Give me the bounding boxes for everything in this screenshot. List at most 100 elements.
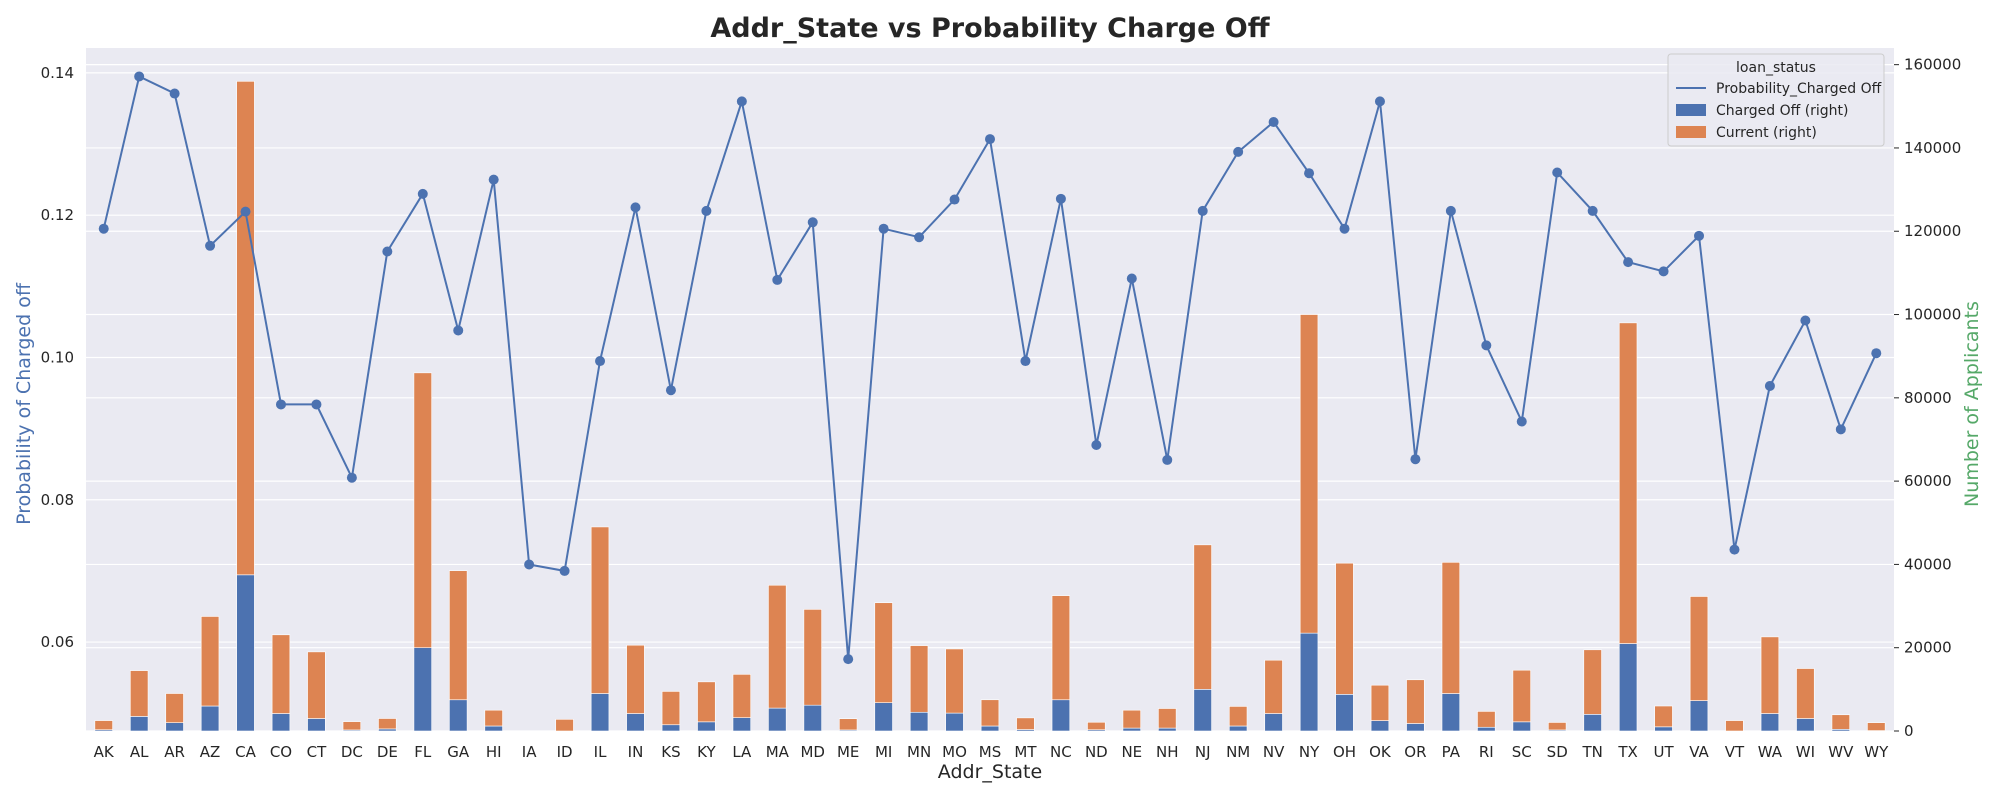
point-NE — [1126, 273, 1137, 284]
bar-current-AZ — [200, 616, 220, 707]
point-NC — [1055, 193, 1066, 204]
point-WY — [1871, 348, 1882, 359]
bar-charged-off-NE — [1122, 727, 1141, 732]
bar-charged-off-MD — [803, 704, 822, 732]
bar-charged-off-IL — [590, 693, 610, 732]
bar-current-HI — [484, 709, 503, 727]
x-tick-label: SD — [1547, 743, 1568, 761]
bar-current-NY — [1299, 314, 1319, 634]
chart-title: Addr_State vs Probability Charge Off — [710, 13, 1270, 44]
bar-charged-off-MN — [909, 711, 929, 732]
x-tick-label: PA — [1442, 743, 1461, 761]
x-axis-label: Addr_State — [938, 761, 1042, 783]
bar-current-SD — [1548, 722, 1567, 731]
y-tick-label: 0.08 — [41, 491, 74, 509]
bar-charged-off-AR — [165, 722, 184, 732]
point-MD — [807, 217, 818, 228]
y2-tick-label: 40000 — [1904, 555, 1952, 573]
point-OH — [1339, 223, 1350, 234]
bar-charged-off-RI — [1477, 726, 1496, 732]
bar-charged-off-UT — [1654, 726, 1673, 732]
x-tick-label: NJ — [1195, 743, 1211, 761]
x-tick-label: NY — [1299, 743, 1320, 761]
x-tick-label: IN — [628, 743, 644, 761]
legend-title: loan_status — [1736, 60, 1816, 76]
bar-charged-off-TX — [1618, 643, 1638, 732]
x-tick-label: NV — [1263, 743, 1285, 761]
bar-charged-off-MO — [945, 712, 964, 732]
point-IA — [524, 559, 535, 570]
x-tick-label: IA — [522, 743, 537, 761]
x-tick-label: WV — [1828, 743, 1854, 761]
bar-current-PA — [1441, 562, 1461, 694]
bar-current-MN — [909, 645, 929, 713]
point-NJ — [1197, 205, 1208, 216]
x-tick-label: SC — [1512, 743, 1532, 761]
point-DC — [346, 472, 357, 483]
bar-current-SC — [1512, 669, 1531, 723]
plot-area — [86, 48, 1894, 731]
x-tick-label: MD — [800, 743, 825, 761]
point-AR — [169, 88, 180, 99]
bar-charged-off-OH — [1335, 694, 1354, 732]
point-FL — [417, 188, 428, 199]
point-OK — [1374, 96, 1385, 107]
x-tick-label: KY — [697, 743, 716, 761]
legend-label-current: Current (right) — [1716, 125, 1817, 141]
point-VA — [1694, 230, 1705, 241]
point-MA — [772, 274, 783, 285]
x-tick-label: LA — [732, 743, 752, 761]
bar-current-RI — [1477, 711, 1496, 728]
point-MT — [1020, 356, 1031, 367]
bar-current-WI — [1796, 668, 1815, 719]
point-PA — [1445, 205, 1456, 216]
point-TX — [1623, 257, 1634, 268]
point-AK — [98, 223, 109, 234]
point-WI — [1800, 315, 1811, 326]
probability-line — [98, 71, 1882, 665]
y2-tick-label: 20000 — [1904, 639, 1952, 657]
y2-tick-label: 120000 — [1904, 222, 1961, 240]
point-KS — [665, 385, 676, 396]
y2-tick-label: 80000 — [1904, 389, 1952, 407]
point-WV — [1835, 424, 1846, 435]
bar-charged-off-CO — [271, 713, 291, 732]
bar-charged-off-MS — [980, 725, 1000, 732]
y-tick-label: 0.12 — [41, 206, 74, 224]
bar-current-NE — [1122, 709, 1141, 729]
x-tick-label: TX — [1617, 743, 1637, 761]
bar-current-ND — [1087, 721, 1106, 731]
bar-charged-off-OR — [1406, 723, 1425, 732]
point-ND — [1091, 439, 1102, 450]
legend-swatch-current — [1676, 126, 1706, 138]
bar-current-FL — [413, 372, 432, 649]
bar-current-KY — [697, 681, 716, 723]
point-ME — [843, 654, 854, 665]
bar-current-MT — [1016, 717, 1035, 730]
point-UT — [1658, 266, 1669, 277]
x-tick-label: NE — [1121, 743, 1142, 761]
x-tick-label: VA — [1689, 743, 1709, 761]
bar-current-DC — [342, 721, 362, 731]
bar-current-VT — [1725, 720, 1744, 732]
point-OR — [1410, 454, 1421, 465]
point-SC — [1516, 416, 1527, 427]
bar-current-IN — [626, 644, 645, 714]
x-tick-label: CO — [270, 743, 292, 761]
point-HI — [488, 174, 499, 185]
bar-charged-off-CA — [236, 574, 255, 732]
bar-charged-off-NH — [1158, 727, 1177, 732]
bar-charged-off-FL — [413, 647, 432, 732]
x-tick-label: RI — [1479, 743, 1494, 761]
x-tick-label: AL — [130, 743, 149, 761]
bar-charged-off-AZ — [200, 705, 220, 732]
x-tick-label: DE — [377, 743, 398, 761]
point-AL — [134, 71, 145, 82]
bar-charged-off-NC — [1051, 699, 1071, 732]
bar-charged-off-AL — [130, 716, 149, 732]
x-tick-label: IL — [594, 743, 607, 761]
bar-charged-off-MI — [874, 702, 893, 732]
point-TN — [1587, 205, 1598, 216]
bars — [94, 81, 1886, 732]
bar-charged-off-WI — [1796, 718, 1815, 732]
